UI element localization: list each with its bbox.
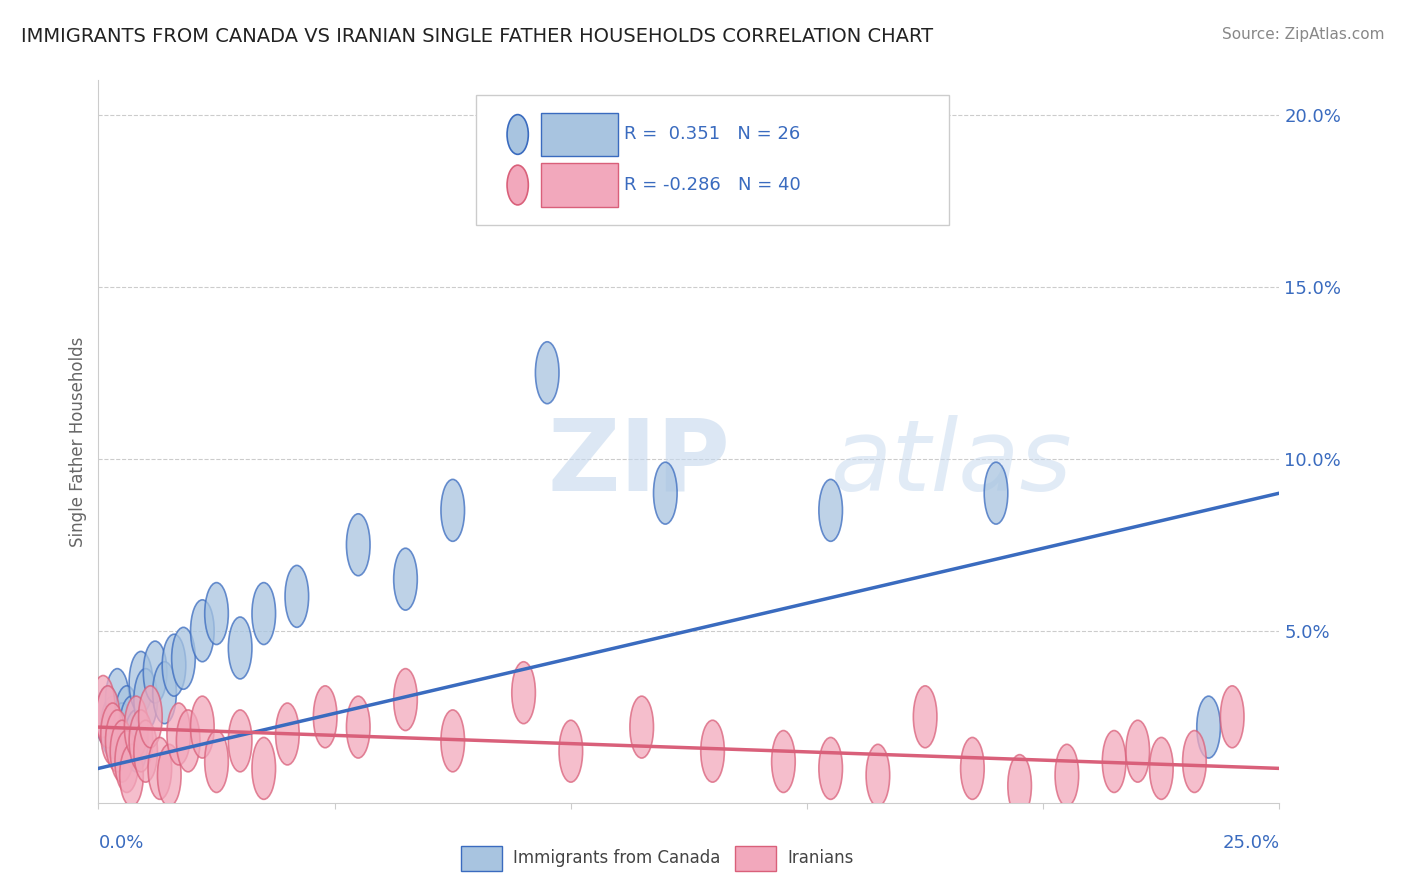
Text: 25.0%: 25.0% (1222, 834, 1279, 852)
Ellipse shape (914, 686, 936, 747)
Ellipse shape (1197, 696, 1220, 758)
Text: Immigrants from Canada: Immigrants from Canada (513, 849, 720, 867)
Ellipse shape (105, 710, 129, 772)
Ellipse shape (176, 710, 200, 772)
Ellipse shape (129, 651, 153, 714)
Ellipse shape (110, 703, 134, 765)
Ellipse shape (818, 479, 842, 541)
Ellipse shape (96, 686, 120, 747)
Ellipse shape (115, 731, 139, 792)
Ellipse shape (134, 720, 157, 782)
Ellipse shape (1126, 720, 1150, 782)
Ellipse shape (984, 462, 1008, 524)
Ellipse shape (157, 744, 181, 806)
Ellipse shape (120, 696, 143, 758)
Ellipse shape (394, 669, 418, 731)
Text: ZIP: ZIP (547, 415, 730, 512)
Ellipse shape (252, 582, 276, 645)
Ellipse shape (394, 549, 418, 610)
Text: 0.0%: 0.0% (98, 834, 143, 852)
Ellipse shape (134, 669, 157, 731)
Text: Iranians: Iranians (787, 849, 853, 867)
Ellipse shape (228, 617, 252, 679)
Ellipse shape (153, 662, 176, 723)
Ellipse shape (115, 686, 139, 747)
Ellipse shape (960, 738, 984, 799)
Ellipse shape (441, 710, 464, 772)
Ellipse shape (148, 738, 172, 799)
Ellipse shape (346, 696, 370, 758)
Ellipse shape (205, 731, 228, 792)
Ellipse shape (162, 634, 186, 696)
Ellipse shape (228, 710, 252, 772)
Ellipse shape (560, 720, 582, 782)
Ellipse shape (91, 675, 115, 738)
Ellipse shape (508, 165, 529, 205)
Ellipse shape (700, 720, 724, 782)
Ellipse shape (314, 686, 337, 747)
Ellipse shape (205, 582, 228, 645)
Y-axis label: Single Father Households: Single Father Households (69, 336, 87, 547)
Ellipse shape (1182, 731, 1206, 792)
Ellipse shape (110, 720, 134, 782)
Ellipse shape (536, 342, 560, 404)
Text: atlas: atlas (831, 415, 1073, 512)
Text: IMMIGRANTS FROM CANADA VS IRANIAN SINGLE FATHER HOUSEHOLDS CORRELATION CHART: IMMIGRANTS FROM CANADA VS IRANIAN SINGLE… (21, 27, 934, 45)
Ellipse shape (654, 462, 678, 524)
Ellipse shape (105, 669, 129, 731)
Ellipse shape (276, 703, 299, 765)
Ellipse shape (124, 710, 148, 772)
Ellipse shape (191, 599, 214, 662)
Ellipse shape (630, 696, 654, 758)
Ellipse shape (866, 744, 890, 806)
Ellipse shape (508, 114, 529, 154)
Ellipse shape (129, 710, 153, 772)
Ellipse shape (101, 703, 124, 765)
Ellipse shape (167, 703, 191, 765)
Ellipse shape (191, 696, 214, 758)
FancyBboxPatch shape (541, 163, 619, 207)
FancyBboxPatch shape (477, 95, 949, 225)
Ellipse shape (512, 662, 536, 723)
Ellipse shape (172, 627, 195, 690)
Ellipse shape (143, 641, 167, 703)
Ellipse shape (1220, 686, 1244, 747)
Ellipse shape (139, 686, 162, 747)
Ellipse shape (346, 514, 370, 575)
Ellipse shape (441, 479, 464, 541)
Ellipse shape (1054, 744, 1078, 806)
Ellipse shape (772, 731, 796, 792)
Ellipse shape (101, 696, 124, 758)
Text: R = -0.286   N = 40: R = -0.286 N = 40 (624, 176, 801, 194)
FancyBboxPatch shape (541, 112, 619, 156)
Ellipse shape (252, 738, 276, 799)
Ellipse shape (124, 696, 148, 758)
Ellipse shape (1008, 755, 1032, 816)
Text: R =  0.351   N = 26: R = 0.351 N = 26 (624, 126, 800, 144)
Ellipse shape (1150, 738, 1173, 799)
Ellipse shape (285, 566, 309, 627)
Ellipse shape (1102, 731, 1126, 792)
Ellipse shape (120, 744, 143, 806)
Ellipse shape (96, 686, 120, 747)
Ellipse shape (818, 738, 842, 799)
Text: Source: ZipAtlas.com: Source: ZipAtlas.com (1222, 27, 1385, 42)
